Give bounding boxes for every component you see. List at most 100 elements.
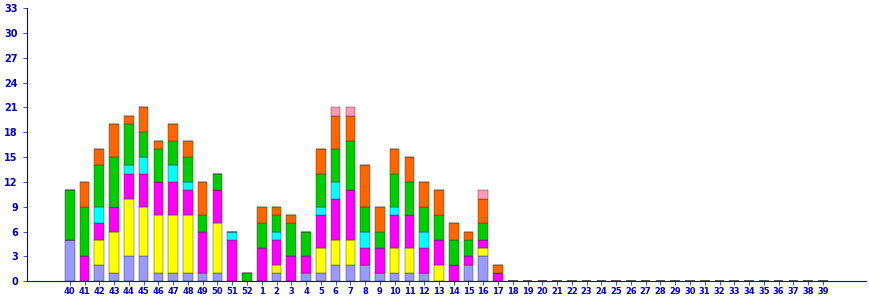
Bar: [124, 174, 134, 199]
Bar: [419, 207, 428, 232]
Bar: [478, 240, 488, 248]
Bar: [404, 248, 414, 273]
Bar: [124, 124, 134, 165]
Bar: [301, 273, 310, 281]
Bar: [375, 232, 384, 248]
Bar: [478, 256, 488, 281]
Bar: [256, 223, 266, 248]
Bar: [242, 273, 251, 281]
Bar: [271, 240, 281, 265]
Bar: [360, 232, 369, 248]
Bar: [330, 265, 340, 281]
Bar: [478, 199, 488, 223]
Bar: [463, 256, 473, 265]
Bar: [315, 174, 325, 207]
Bar: [212, 273, 222, 281]
Bar: [109, 207, 119, 232]
Bar: [271, 265, 281, 273]
Bar: [271, 273, 281, 281]
Bar: [212, 223, 222, 273]
Bar: [286, 256, 295, 281]
Bar: [154, 273, 163, 281]
Bar: [345, 107, 355, 116]
Bar: [124, 165, 134, 174]
Bar: [168, 215, 178, 273]
Bar: [434, 190, 443, 215]
Bar: [197, 273, 207, 281]
Bar: [168, 273, 178, 281]
Bar: [493, 273, 502, 281]
Bar: [478, 248, 488, 256]
Bar: [389, 174, 399, 207]
Bar: [434, 215, 443, 240]
Bar: [330, 116, 340, 149]
Bar: [345, 141, 355, 190]
Bar: [95, 265, 104, 281]
Bar: [154, 141, 163, 149]
Bar: [286, 223, 295, 256]
Bar: [95, 165, 104, 207]
Bar: [109, 273, 119, 281]
Bar: [271, 232, 281, 240]
Bar: [168, 182, 178, 215]
Bar: [404, 273, 414, 281]
Bar: [197, 182, 207, 215]
Bar: [139, 107, 149, 132]
Bar: [463, 265, 473, 281]
Bar: [212, 174, 222, 190]
Bar: [419, 273, 428, 281]
Bar: [330, 182, 340, 199]
Bar: [330, 107, 340, 116]
Bar: [301, 232, 310, 256]
Bar: [65, 240, 75, 281]
Bar: [315, 149, 325, 174]
Bar: [360, 248, 369, 265]
Bar: [256, 248, 266, 281]
Bar: [182, 182, 192, 190]
Bar: [315, 207, 325, 215]
Bar: [168, 165, 178, 182]
Bar: [197, 215, 207, 232]
Bar: [375, 248, 384, 273]
Bar: [315, 248, 325, 273]
Bar: [95, 207, 104, 223]
Bar: [419, 248, 428, 273]
Bar: [286, 215, 295, 223]
Bar: [271, 207, 281, 215]
Bar: [389, 149, 399, 174]
Bar: [197, 232, 207, 273]
Bar: [139, 256, 149, 281]
Bar: [227, 240, 236, 281]
Bar: [404, 182, 414, 215]
Bar: [154, 182, 163, 215]
Bar: [95, 149, 104, 165]
Bar: [182, 215, 192, 273]
Bar: [124, 116, 134, 124]
Bar: [389, 273, 399, 281]
Bar: [404, 215, 414, 248]
Bar: [345, 116, 355, 141]
Bar: [139, 207, 149, 256]
Bar: [345, 265, 355, 281]
Bar: [330, 240, 340, 265]
Bar: [124, 199, 134, 256]
Bar: [109, 124, 119, 157]
Bar: [182, 273, 192, 281]
Bar: [330, 199, 340, 240]
Bar: [109, 232, 119, 273]
Bar: [389, 248, 399, 273]
Bar: [389, 207, 399, 215]
Bar: [301, 256, 310, 273]
Bar: [168, 124, 178, 141]
Bar: [478, 223, 488, 240]
Bar: [434, 265, 443, 281]
Bar: [80, 182, 90, 207]
Bar: [404, 157, 414, 182]
Bar: [448, 265, 458, 281]
Bar: [65, 190, 75, 240]
Bar: [389, 215, 399, 248]
Bar: [139, 157, 149, 174]
Bar: [330, 149, 340, 182]
Bar: [345, 240, 355, 265]
Bar: [80, 256, 90, 281]
